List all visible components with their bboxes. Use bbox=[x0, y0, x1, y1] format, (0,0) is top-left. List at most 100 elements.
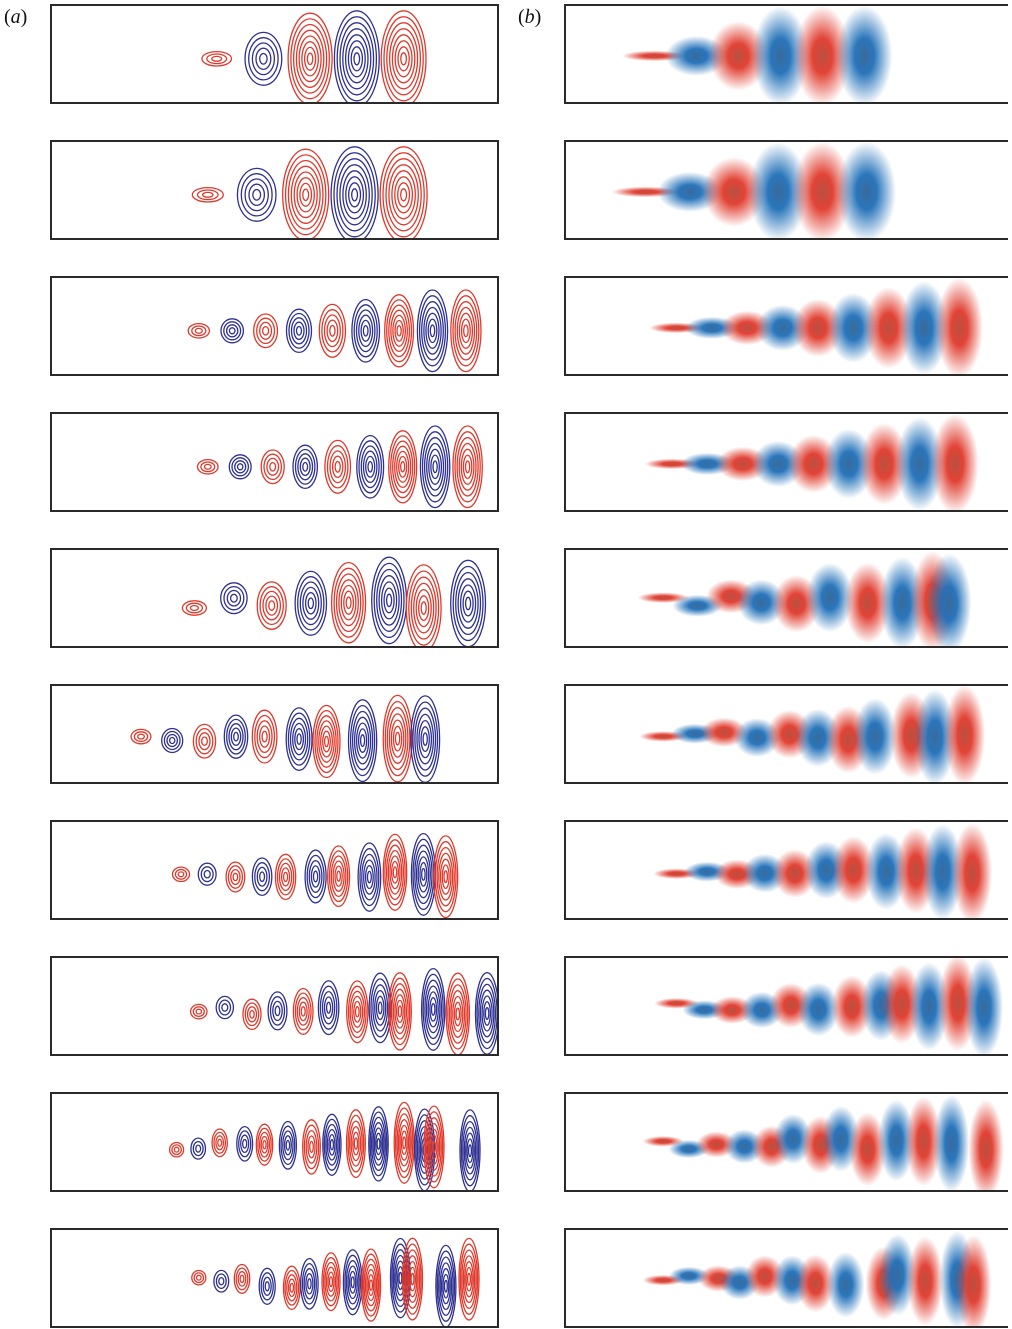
contour-line bbox=[369, 1111, 388, 1177]
contour-line bbox=[401, 1237, 424, 1321]
contour-line bbox=[350, 1276, 355, 1289]
contour-line bbox=[264, 1281, 270, 1292]
contour-line bbox=[262, 1139, 267, 1150]
contour-plot bbox=[130, 694, 441, 782]
contour-line bbox=[191, 1269, 207, 1286]
contour-cell bbox=[274, 853, 297, 901]
contour-line bbox=[321, 309, 344, 353]
contour-line bbox=[253, 313, 279, 349]
contour-line bbox=[302, 461, 309, 472]
contour-line bbox=[400, 461, 406, 473]
contour-panel-7 bbox=[50, 820, 499, 920]
contour-line bbox=[161, 727, 184, 754]
contour-cell bbox=[197, 862, 217, 886]
contour-line bbox=[398, 455, 408, 478]
contour-line bbox=[274, 1005, 281, 1017]
contour-cell bbox=[360, 1248, 382, 1322]
contour-line bbox=[339, 164, 370, 226]
contour-line bbox=[334, 865, 343, 887]
contour-line bbox=[442, 1273, 450, 1299]
filled-contour-plot bbox=[637, 550, 972, 646]
contour-line bbox=[452, 295, 480, 367]
contour-line bbox=[466, 1272, 472, 1286]
filled-panel-4 bbox=[564, 412, 1008, 512]
contour-line bbox=[364, 865, 374, 890]
contour-line bbox=[415, 850, 431, 899]
contour-line bbox=[386, 22, 422, 96]
contour-line bbox=[233, 1263, 251, 1294]
contour-line bbox=[387, 972, 412, 1051]
contour-cell bbox=[347, 699, 378, 782]
contour-line bbox=[323, 1118, 341, 1171]
contour-cell bbox=[324, 439, 352, 494]
contour-line bbox=[377, 1001, 383, 1015]
contour-line bbox=[462, 1255, 476, 1304]
contour-line bbox=[324, 439, 352, 494]
contour-line bbox=[246, 1006, 258, 1023]
contour-line bbox=[384, 839, 406, 906]
contour-cell bbox=[410, 832, 437, 916]
negative-blob bbox=[827, 1251, 865, 1318]
contour-line bbox=[383, 587, 395, 614]
contour-line bbox=[423, 1105, 445, 1189]
contour-line bbox=[364, 1263, 378, 1307]
contour-line bbox=[388, 164, 419, 226]
contour-line bbox=[192, 1006, 205, 1018]
negative-blob bbox=[828, 292, 879, 363]
contour-cell bbox=[282, 148, 330, 238]
positive-blob bbox=[907, 1236, 944, 1326]
contour-line bbox=[213, 1269, 230, 1293]
contour-line bbox=[420, 726, 430, 753]
contour-line bbox=[445, 972, 471, 1054]
contour-line bbox=[458, 312, 474, 349]
contour-line bbox=[272, 1000, 283, 1022]
contour-line bbox=[325, 1266, 337, 1297]
contour-line bbox=[419, 425, 451, 509]
contour-line bbox=[465, 1266, 473, 1292]
contour-line bbox=[459, 1243, 479, 1315]
contour-line bbox=[258, 1267, 276, 1305]
contour-panel-6 bbox=[50, 684, 499, 784]
contour-line bbox=[392, 725, 403, 752]
contour-line bbox=[318, 303, 347, 358]
contour-line bbox=[376, 568, 403, 632]
contour-line bbox=[402, 1136, 407, 1150]
contour-line bbox=[211, 55, 223, 62]
contour-plot bbox=[189, 967, 497, 1054]
contour-line bbox=[343, 590, 355, 615]
contour-line bbox=[399, 1124, 410, 1161]
contour-line bbox=[303, 1124, 320, 1170]
contour-line bbox=[460, 318, 471, 344]
contour-line bbox=[292, 722, 307, 756]
contour-line bbox=[392, 314, 406, 347]
contour-cell bbox=[433, 835, 459, 918]
contour-line bbox=[362, 1253, 380, 1317]
contour-line bbox=[258, 1131, 271, 1158]
contour-line bbox=[201, 50, 233, 67]
contour-line bbox=[323, 996, 334, 1020]
contour-line bbox=[408, 1266, 417, 1292]
contour-line bbox=[265, 595, 279, 616]
contour-line bbox=[373, 1127, 384, 1161]
contour-line bbox=[284, 1269, 300, 1306]
contour-line bbox=[328, 1276, 334, 1288]
contour-line bbox=[391, 1243, 410, 1313]
contour-line bbox=[349, 704, 376, 777]
contour-line bbox=[257, 1127, 272, 1162]
contour-line bbox=[302, 586, 320, 620]
contour-cell bbox=[255, 1123, 274, 1166]
contour-line bbox=[236, 1125, 254, 1162]
contour-line bbox=[463, 324, 469, 338]
contour-line bbox=[226, 718, 246, 755]
contour-line bbox=[294, 448, 316, 485]
contour-line bbox=[394, 1107, 414, 1179]
filled-contour-plot bbox=[642, 1094, 1004, 1190]
contour-line bbox=[397, 1005, 403, 1018]
contour-line bbox=[358, 440, 383, 494]
positive-blob bbox=[944, 686, 986, 782]
contour-line bbox=[410, 695, 441, 782]
contour-cell bbox=[278, 1120, 298, 1170]
contour-line bbox=[426, 1117, 442, 1177]
contour-line bbox=[201, 191, 214, 198]
contour-line bbox=[406, 1255, 419, 1304]
